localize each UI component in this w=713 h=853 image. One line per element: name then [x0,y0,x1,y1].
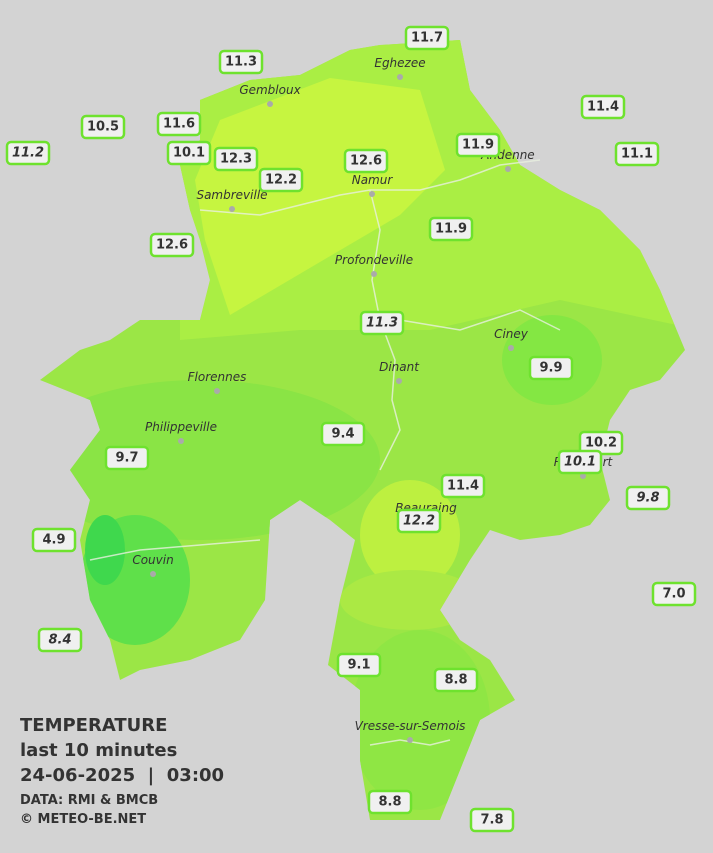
station-value: 12.3 [220,152,252,167]
city-dot [580,473,586,479]
city-label: Namur [352,173,394,187]
station-value: 11.4 [587,100,619,115]
station-box [149,232,195,258]
station-value: 11.4 [447,479,479,494]
station-box [557,449,603,475]
station-box [396,508,442,534]
city-label: Sambreville [196,188,267,202]
station-value: 4.9 [42,533,65,548]
city-label: Eghezee [374,56,425,70]
station-box [320,421,366,447]
station-value: 11.3 [366,316,398,331]
station-box [580,94,626,120]
station-box [37,627,83,653]
station-value: 7.0 [662,587,685,602]
station-value: 12.2 [265,173,297,188]
legend-datetime: 24-06-2025 | 03:00 [20,765,224,786]
station-value: 11.9 [462,138,494,153]
station-box [359,310,405,336]
stations: 11.7 11.3 11.4 10.5 11.6 11.2 10.1 12.3 12.6 11.9… [5,25,697,833]
city-label: Gembloux [239,83,301,97]
cities: EghezeeGemblouxAndenneNamurSambrevillePr… [132,56,614,743]
station-box [433,667,479,693]
city-dot [396,378,402,384]
station-value: 9.4 [331,427,354,442]
station-value: 8.8 [444,673,467,688]
station-box [528,355,574,381]
station-box [367,789,413,815]
city-label: Philippeville [145,420,217,434]
city-dot [178,438,184,444]
station-box [156,111,202,137]
legend-source: DATA: RMI & BMCB [20,793,158,808]
station-box [614,141,660,167]
station-box [104,445,150,471]
legend-title: TEMPERATURE [20,715,167,736]
city-dot [397,74,403,80]
rivers [89,159,561,746]
station-box [213,146,259,172]
city-label: Ciney [494,327,529,341]
city-label: Profondeville [335,253,413,267]
station-box [258,167,304,193]
city-dot [407,737,413,743]
station-value: 11.9 [435,222,467,237]
station-value: 11.2 [12,146,44,161]
city-label: Couvin [132,553,173,567]
station-box [404,25,450,51]
station-box [428,216,474,242]
station-value: 11.3 [225,55,257,70]
station-value: 12.2 [403,514,435,529]
station-value: 9.7 [115,451,138,466]
station-value: 9.1 [347,658,370,673]
city-dot [150,571,156,577]
station-box [80,114,126,140]
legend: TEMPERATURE last 10 minutes 24-06-2025 |… [20,715,224,827]
station-value: 8.8 [378,795,401,810]
station-value: 9.8 [636,491,659,506]
city-dot [214,388,220,394]
city-dot [505,166,511,172]
station-value: 10.2 [585,436,617,451]
city-label: Dinant [379,360,420,374]
station-value: 11.1 [621,147,653,162]
station-box [31,527,77,553]
city-dot [369,191,375,197]
station-value: 10.1 [173,146,205,161]
station-box [343,148,389,174]
station-value: 10.1 [564,455,596,470]
city-label: Vresse-sur-Semois [355,719,466,733]
station-box [218,49,264,75]
station-box [5,140,51,166]
station-box [455,132,501,158]
city-dot [229,206,235,212]
station-value: 8.4 [48,633,71,648]
city-dot [371,271,377,277]
station-box [469,807,515,833]
station-value: 7.8 [480,813,503,828]
station-box [440,473,486,499]
legend-copyright: © METEO-BE.NET [20,812,146,827]
station-value: 9.9 [539,361,562,376]
station-value: 11.6 [163,117,195,132]
station-value: 12.6 [156,238,188,253]
legend-period: last 10 minutes [20,740,177,761]
station-value: 10.5 [87,120,119,135]
station-value: 12.6 [350,154,382,169]
city-label: Florennes [188,370,247,384]
station-box [166,140,212,166]
station-box [625,485,671,511]
station-box [651,581,697,607]
station-value: 11.7 [411,31,443,46]
city-dot [267,101,273,107]
city-dot [508,345,514,351]
station-box [336,652,382,678]
